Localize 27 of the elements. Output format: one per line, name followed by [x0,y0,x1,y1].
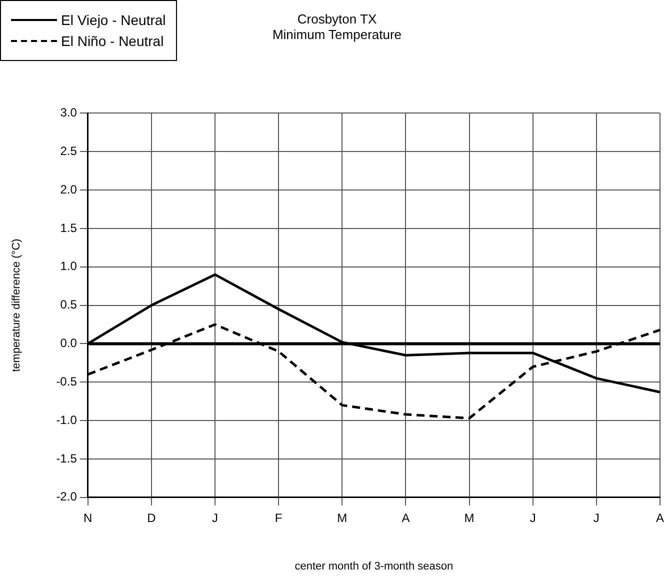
chart-subtitle: Minimum Temperature [272,26,402,42]
y-tick-label: 3.0 [60,106,78,120]
x-tick-label: N [84,510,92,525]
y-tick-label: -1.0 [56,412,78,427]
legend-label: El Viejo - Neutral [61,12,166,28]
y-tick-label: 0.5 [60,298,78,312]
y-tick-label: 1.0 [60,259,78,274]
y-tick-label: 2.5 [60,144,78,158]
x-tick-label: F [274,510,282,525]
x-tick-label: A [402,510,410,525]
x-tick-label: J [530,510,536,525]
x-tick-label: M [464,510,474,525]
y-tick-label: 1.5 [60,220,78,235]
x-axis-title: center month of 3-month season [294,560,454,572]
chart-title: Crosbyton TX [297,11,377,26]
x-tick-label: M [337,510,348,525]
y-tick-label: 2.0 [60,182,78,196]
y-tick-label: -2.0 [56,490,78,504]
x-tick-label: J [593,510,600,525]
y-axis-title: temperature difference (°C) [10,238,23,372]
legend-label: El Niño - Neutral [61,33,164,49]
x-tick-label: A [656,510,664,525]
y-tick-label: -1.5 [56,451,78,466]
y-tick-label: 0.0 [60,336,78,350]
y-tick-label: -0.5 [56,374,78,388]
x-tick-label: D [147,510,156,525]
x-tick-label: J [212,510,218,525]
